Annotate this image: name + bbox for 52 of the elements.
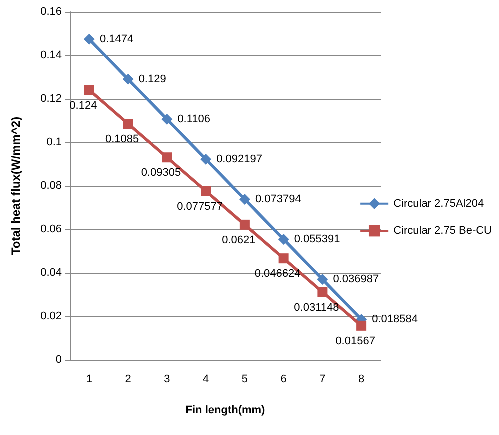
x-tick-label: 7 bbox=[320, 374, 326, 386]
y-axis-title: Total heat flux(W/mm^2) bbox=[9, 116, 23, 256]
data-label: 0.036987 bbox=[333, 274, 380, 286]
y-tick-label: 0.1 bbox=[46, 136, 62, 148]
point bbox=[239, 194, 250, 205]
data-label: 0.09305 bbox=[141, 167, 182, 180]
point bbox=[201, 186, 212, 196]
x-tick-label: 8 bbox=[358, 374, 365, 386]
point bbox=[278, 234, 290, 246]
y-tick-label: 0.12 bbox=[40, 93, 62, 105]
legend-label: Circular 2.75Al204 bbox=[394, 198, 484, 210]
data-label: 0.1106 bbox=[178, 113, 211, 126]
x-tick-label: 1 bbox=[86, 374, 92, 386]
y-tick-label: 0.02 bbox=[40, 310, 62, 322]
y-tick-label: 0.16 bbox=[40, 6, 62, 18]
y-tick-label: 0.14 bbox=[40, 50, 62, 62]
x-tick-label: 4 bbox=[203, 374, 210, 386]
data-label: 0.0621 bbox=[222, 234, 256, 246]
point bbox=[84, 34, 95, 45]
data-label: 0.124 bbox=[70, 100, 98, 112]
data-label: 0.129 bbox=[138, 73, 166, 86]
point bbox=[317, 274, 328, 286]
data-label: 0.055391 bbox=[294, 234, 340, 246]
point bbox=[122, 74, 134, 85]
point bbox=[123, 119, 134, 130]
data-label: 0.1085 bbox=[105, 134, 140, 146]
data-label: 0.031148 bbox=[294, 302, 340, 314]
point bbox=[162, 152, 172, 163]
x-tick-label: 3 bbox=[164, 374, 170, 386]
point bbox=[278, 254, 289, 264]
data-label: 0.1474 bbox=[100, 33, 134, 46]
data-label: 0.046624 bbox=[254, 268, 301, 280]
y-tick-label: 0 bbox=[56, 354, 62, 366]
x-tick-label: 2 bbox=[125, 374, 132, 386]
point bbox=[162, 114, 173, 125]
data-label: 0.092197 bbox=[216, 153, 262, 166]
data-label: 0.018584 bbox=[372, 314, 418, 326]
data-label: 0.01567 bbox=[336, 335, 376, 348]
legend-label: Circular 2.75 Be-CU bbox=[394, 225, 492, 238]
y-tick-label: 0.04 bbox=[40, 267, 62, 279]
x-axis-title: Fin length(mm) bbox=[186, 404, 266, 416]
point bbox=[356, 320, 367, 331]
y-tick-label: 0.06 bbox=[40, 224, 62, 236]
point bbox=[84, 85, 94, 96]
y-tick-label: 0.08 bbox=[40, 180, 62, 192]
x-tick-label: 5 bbox=[242, 374, 248, 386]
data-label: 0.077577 bbox=[177, 200, 224, 213]
data-label: 0.073794 bbox=[255, 194, 302, 206]
point bbox=[200, 154, 212, 165]
x-tick-label: 6 bbox=[280, 374, 287, 386]
point bbox=[240, 220, 250, 230]
point bbox=[318, 287, 328, 298]
